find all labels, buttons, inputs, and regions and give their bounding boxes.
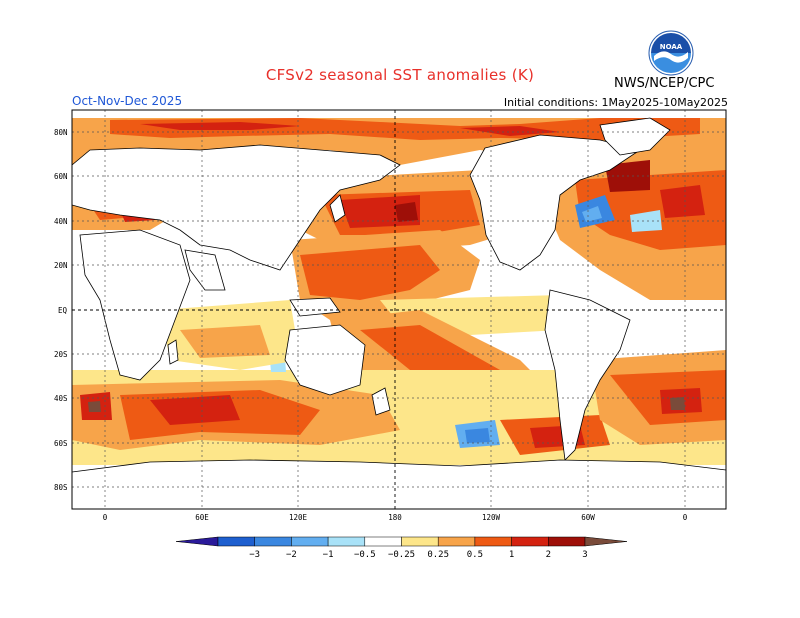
colorbar-label: −0.25	[388, 550, 415, 560]
colorbar-label: −1	[323, 550, 334, 560]
lat-label: 20S	[54, 350, 68, 359]
noaa-logo-icon: NOAA	[648, 30, 694, 76]
lat-label: EQ	[58, 306, 68, 315]
antarctica	[72, 459, 726, 509]
lon-label: 60W	[581, 513, 595, 522]
colorbar-cell	[327, 536, 366, 547]
lat-label: 60N	[54, 172, 68, 181]
colorbar-label: 3	[582, 550, 587, 560]
lat-label: 40S	[54, 394, 68, 403]
lon-label: 0	[683, 513, 688, 522]
colorbar-cell	[548, 536, 586, 547]
lon-label: 120E	[289, 513, 308, 522]
lat-label: 80N	[54, 128, 68, 137]
colorbar-label: 0.5	[467, 550, 483, 560]
colorbar-label: 0.25	[427, 550, 449, 560]
grid-lines	[72, 110, 726, 509]
lon-label: 0	[103, 513, 108, 522]
lon-label: 120W	[482, 513, 501, 522]
logo-text: NOAA	[660, 43, 683, 51]
map-plot-area	[72, 110, 726, 509]
chart-title: CFSv2 seasonal SST anomalies (K)	[265, 66, 535, 84]
colorbar-label: −3	[249, 550, 260, 560]
forecast-period: Oct-Nov-Dec 2025	[72, 94, 183, 108]
colorbar-cell	[584, 536, 628, 547]
lat-label: 80S	[54, 483, 68, 492]
colorbar-cell	[474, 536, 512, 547]
colorbar-cell	[217, 536, 255, 547]
lat-label: 40N	[54, 217, 68, 226]
agency-label: NWS/NCEP/CPC	[614, 76, 715, 91]
colorbar-cell	[437, 536, 476, 547]
colorbar-cell	[511, 536, 549, 547]
colorbar-label: −0.5	[354, 550, 376, 560]
lat-axis: 80N 60N 40N 20N EQ 20S 40S 60S 80S	[54, 128, 68, 492]
africa	[79, 229, 191, 381]
colorbar-cell	[291, 536, 329, 547]
colorbar-label: −2	[286, 550, 297, 560]
lon-axis: 0 60E 120E 180 120W 60W 0	[103, 513, 688, 522]
lon-label: 60E	[195, 513, 209, 522]
australia	[284, 324, 366, 396]
colorbar-cell	[401, 536, 439, 547]
colorbar: −3 −2 −1 −0.5 −0.25 0.25 0.5 1 2 3	[175, 536, 628, 560]
initial-conditions: Initial conditions: 1May2025-10May2025	[503, 96, 728, 109]
lon-label: 180	[388, 513, 402, 522]
map-frame	[71, 109, 727, 510]
south-america	[544, 289, 631, 461]
colorbar-cell	[254, 536, 292, 547]
colorbar-label: 2	[546, 550, 551, 560]
colorbar-cell	[364, 536, 402, 547]
lat-label: 60S	[54, 439, 68, 448]
lat-label: 20N	[54, 261, 68, 270]
colorbar-cell	[175, 536, 219, 547]
colorbar-label: 1	[509, 550, 514, 560]
